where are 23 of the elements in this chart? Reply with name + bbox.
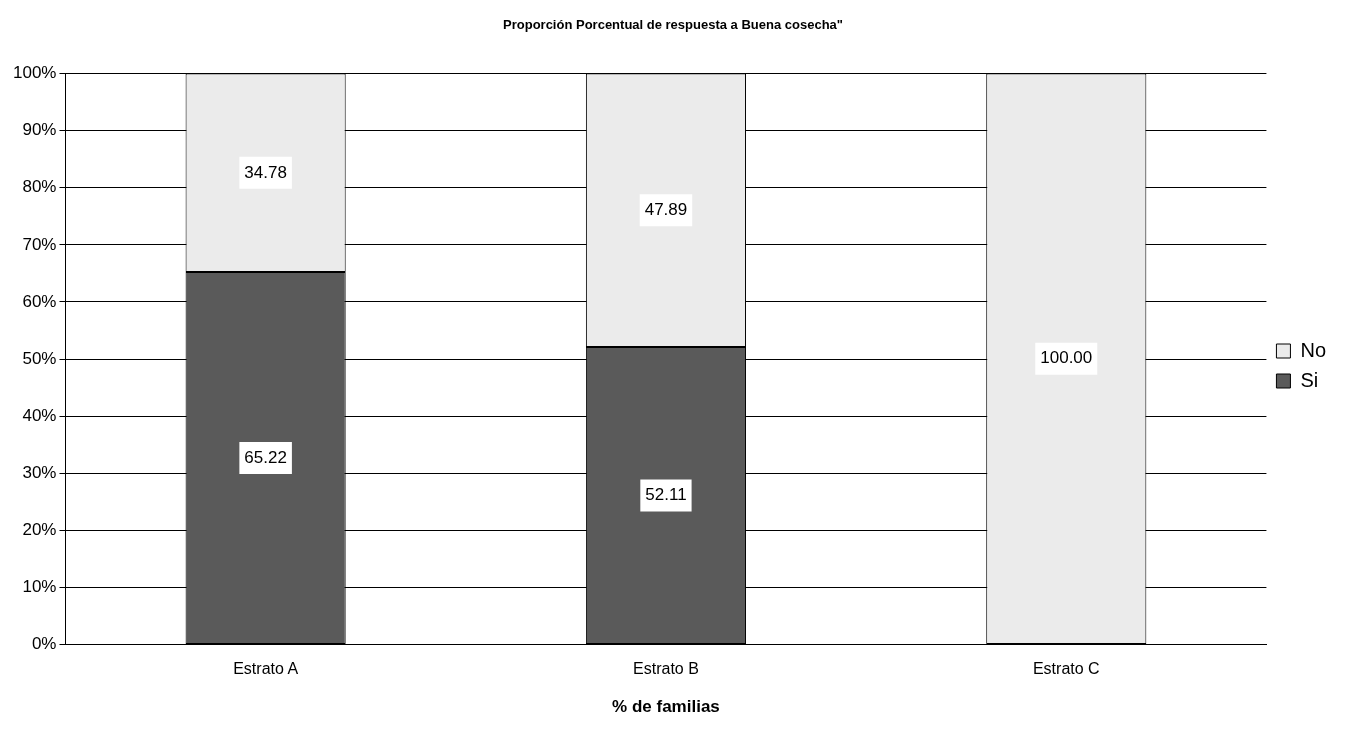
legend-label: No xyxy=(1300,338,1327,361)
y-tick-label: 80% xyxy=(22,177,57,197)
y-tick-label: 30% xyxy=(22,462,57,482)
y-tick-label: 100% xyxy=(13,63,57,83)
data-label: 65.22 xyxy=(244,447,287,467)
data-label: 100.00 xyxy=(1040,348,1093,368)
y-tick-label: 60% xyxy=(22,291,57,311)
y-tick-label: 70% xyxy=(22,234,57,254)
y-tick-label: 40% xyxy=(22,405,57,425)
y-tick-label: 10% xyxy=(22,577,57,597)
x-axis-title: % de familias xyxy=(612,697,720,717)
data-label: 52.11 xyxy=(645,485,687,505)
y-tick-label: 50% xyxy=(22,348,57,368)
y-tick-label: 90% xyxy=(22,120,57,140)
y-tick-label: 0% xyxy=(31,634,57,654)
legend-label: Si xyxy=(1300,368,1319,391)
y-tick-label: 20% xyxy=(22,519,57,539)
data-label: 34.78 xyxy=(244,162,287,182)
x-tick-label: Estrato A xyxy=(233,660,299,678)
chart-title: Proporción Porcentual de respuesta a Buena cosecha" xyxy=(503,17,843,33)
data-label: 47.89 xyxy=(644,199,688,219)
x-tick-label: Estrato B xyxy=(633,660,699,678)
x-tick-label: Estrato C xyxy=(1032,660,1100,678)
